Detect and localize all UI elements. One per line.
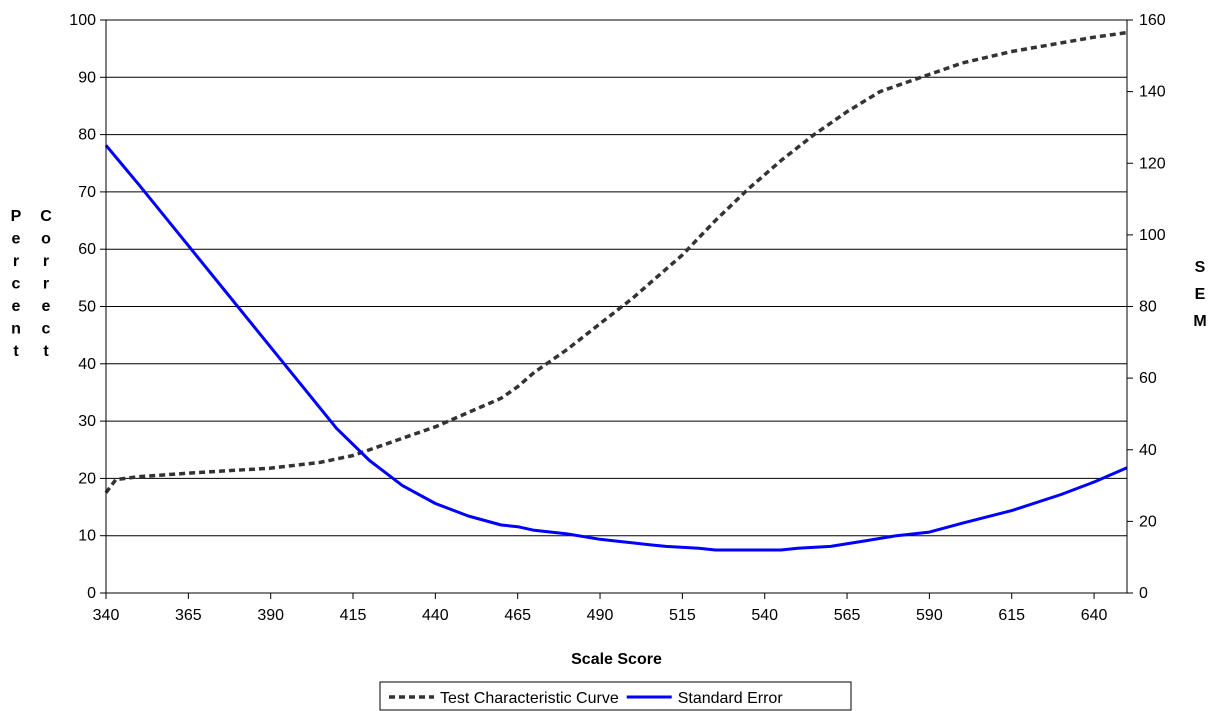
y-left-title-letter: c [42, 321, 51, 338]
y-left-title-letter: r [43, 253, 49, 270]
legend-label: Standard Error [678, 690, 784, 707]
y-right-axis-title: SEM [1193, 259, 1206, 330]
x-axis-title: Scale Score [571, 651, 662, 668]
y-right-tick-label: 100 [1139, 227, 1166, 244]
y-right-tick-label: 160 [1139, 12, 1166, 29]
y-left-tick-label: 0 [87, 585, 96, 602]
y-left-title-letter: e [12, 298, 21, 315]
y-right-tick-label: 40 [1139, 442, 1157, 459]
tick-labels: 0 10 20 30 40 50 60 70 80 90 100 0 20 40 60 80 100 120 140… [69, 12, 1166, 624]
y-left-title-letter: e [42, 298, 51, 315]
legend-label: Test Characteristic Curve [440, 690, 619, 707]
y-right-tick-label: 60 [1139, 370, 1157, 387]
y-right-tick-label: 20 [1139, 513, 1157, 530]
y-left-tick-label: 90 [78, 69, 96, 86]
x-tick-label: 365 [175, 607, 202, 624]
x-tick-label: 440 [422, 607, 449, 624]
y-left-title-letter: e [12, 231, 21, 248]
y-left-tick-label: 10 [78, 528, 96, 545]
y-left-title-letter: r [13, 253, 19, 270]
y-left-title-letter: r [43, 276, 49, 293]
y-right-title-letter: M [1193, 313, 1206, 330]
y-left-tick-label: 20 [78, 470, 96, 487]
x-tick-label: 515 [669, 607, 696, 624]
x-tick-label: 340 [93, 607, 120, 624]
y-right-title-letter: E [1195, 286, 1206, 303]
y-right-tick-label: 120 [1139, 155, 1166, 172]
x-tick-label: 590 [916, 607, 943, 624]
y-left-title-letter: t [43, 343, 49, 360]
y-left-tick-label: 80 [78, 127, 96, 144]
gridlines [106, 19, 1127, 537]
y-left-title-letter: c [12, 276, 21, 293]
series-layer [104, 30, 1128, 552]
y-left-title-letter: o [41, 231, 51, 248]
x-tick-label: 615 [998, 607, 1025, 624]
y-left-title-letter: C [40, 208, 52, 225]
x-tick-label: 640 [1081, 607, 1108, 624]
y-left-tick-label: 70 [78, 184, 96, 201]
legend: Test Characteristic Curve Standard Error [379, 681, 852, 711]
y-right-tick-label: 0 [1139, 585, 1148, 602]
x-tick-label: 565 [834, 607, 861, 624]
x-tick-label: 415 [340, 607, 367, 624]
y-right-tick-label: 80 [1139, 299, 1157, 316]
y-left-tick-label: 40 [78, 356, 96, 373]
legend-box [379, 681, 852, 711]
y-left-tick-label: 30 [78, 413, 96, 430]
x-tick-label: 390 [257, 607, 284, 624]
test-characteristic-curve-line [104, 30, 1128, 494]
x-tick-label: 465 [504, 607, 531, 624]
standard-error-line [104, 144, 1128, 552]
y-left-tick-label: 50 [78, 299, 96, 316]
y-right-tick-label: 140 [1139, 84, 1166, 101]
y-left-tick-label: 60 [78, 241, 96, 258]
y-left-title-letter: P [11, 208, 22, 225]
y-left-tick-label: 100 [69, 12, 96, 29]
y-right-title-letter: S [1195, 259, 1206, 276]
y-left-title-letter: t [13, 343, 19, 360]
x-tick-label: 490 [587, 607, 614, 624]
y-left-title-letter: n [11, 321, 21, 338]
axes [100, 19, 1133, 599]
x-tick-label: 540 [751, 607, 778, 624]
